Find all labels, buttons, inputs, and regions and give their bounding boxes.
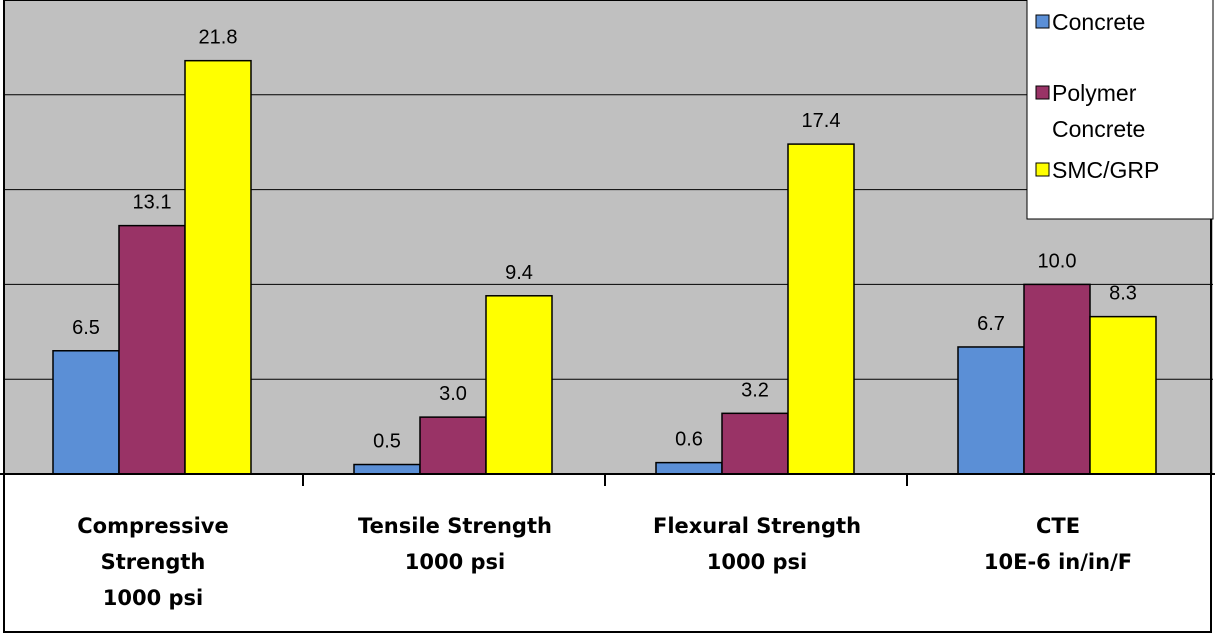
bar-polymer-concrete [1023,283,1091,475]
data-label: 10.0 [1038,250,1077,272]
legend-box [1026,0,1214,220]
bar-polymer-concrete [419,416,487,475]
legend-label: SMC/GRP [1052,157,1159,183]
data-label: 3.0 [439,383,467,405]
data-label: 13.1 [133,192,172,214]
bar-concrete [353,463,421,475]
category-label: Tensile Strength 1000 psi [358,514,552,574]
bar-polymer-concrete [721,412,789,475]
data-label: 6.7 [977,313,1005,335]
data-label: 21.8 [199,27,238,49]
legend-swatch [1035,85,1050,100]
bar-smc-grp [1089,315,1157,475]
bar-concrete [52,350,120,475]
data-label: 0.5 [373,431,401,453]
bar-polymer-concrete [118,224,186,475]
legend-label: Polymer Concrete [1052,80,1145,142]
bar-smc-grp [184,59,252,475]
bar-concrete [957,346,1025,475]
category-label: Compressive Strength 1000 psi [77,514,228,610]
data-label: 6.5 [72,317,100,339]
data-label: 8.3 [1109,283,1137,305]
legend-swatch [1035,14,1050,29]
legend-label: Concrete [1052,9,1145,35]
category-label: Flexural Strength 1000 psi [653,514,861,574]
data-label: 9.4 [505,262,533,284]
bar-concrete [655,461,723,475]
data-label: 0.6 [675,429,703,451]
bar-smc-grp [787,143,855,475]
chart-border [3,0,1212,633]
bar-smc-grp [485,295,553,475]
data-label: 3.2 [741,379,769,401]
legend-swatch [1035,162,1050,177]
data-label: 17.4 [802,110,841,132]
category-label: CTE 10E-6 in/in/F [984,514,1132,574]
